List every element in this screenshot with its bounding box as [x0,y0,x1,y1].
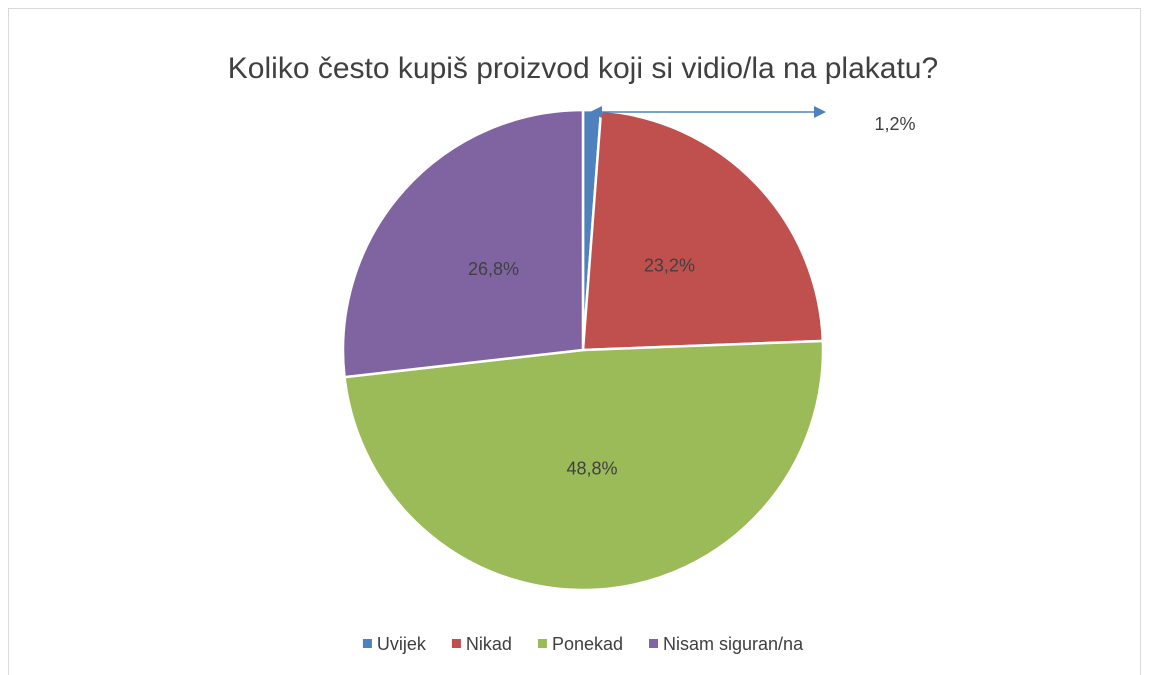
data-label: 48,8% [567,458,618,478]
pie-slice [341,108,585,379]
legend-swatch [537,639,547,648]
chart-title: Koliko često kupiš proizvod koji si vidi… [228,52,938,85]
data-label: 23,2% [644,256,695,276]
legend-swatch [362,639,372,648]
pie-slice [343,339,825,592]
pie [341,108,825,592]
legend-label: Nisam siguran/na [663,634,804,654]
leader-line [590,106,826,118]
data-label: 1,2% [874,114,915,134]
pie-slice [581,109,825,352]
legend-label: Nikad [466,634,512,654]
legend-swatch [649,639,659,648]
legend-label: Ponekad [552,634,623,654]
legend-swatch [451,639,461,648]
data-label: 26,8% [468,259,519,279]
legend-label: Uvijek [377,634,427,654]
